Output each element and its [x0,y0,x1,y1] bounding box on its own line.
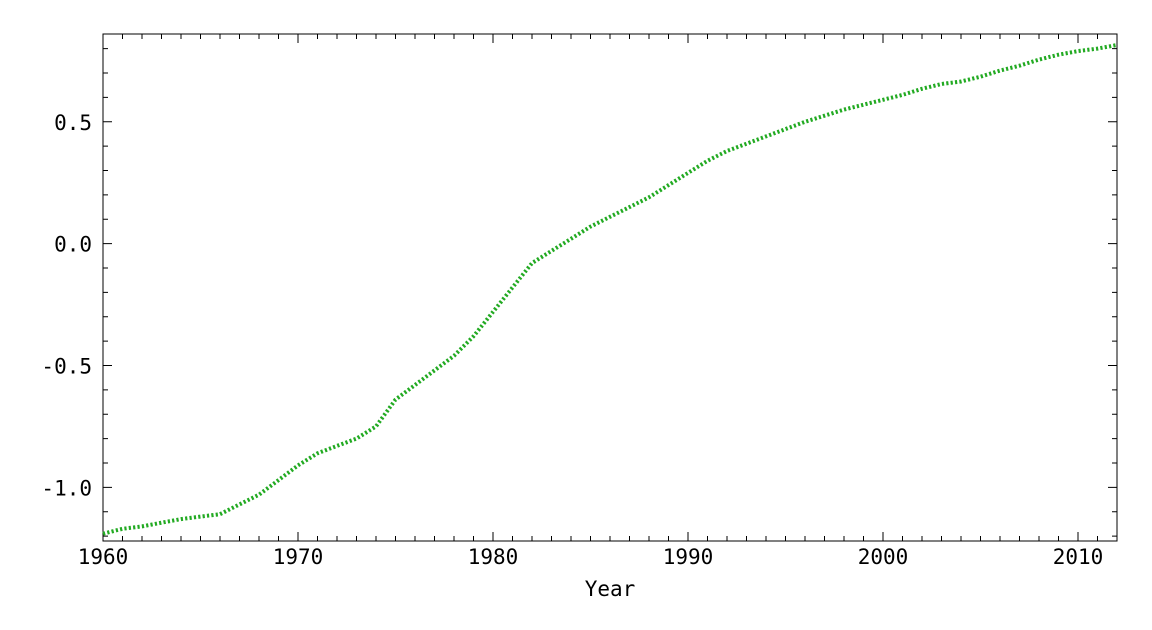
y-axis-ticks: -1.0 -0.5 0.0 0.5 [41,48,1117,537]
x-tick-label: 1960 [78,545,129,569]
plot-frame [102,33,1118,542]
x-axis-title: Year [585,577,636,601]
x-tick-label: 1970 [273,545,324,569]
y-tick-label: -0.5 [41,355,92,379]
x-tick-label: 2010 [1053,545,1104,569]
x-tick-label: 1980 [468,545,519,569]
y-tick-label: 0.0 [54,233,92,257]
y-tick-label: -1.0 [41,476,92,500]
y-tick-label: 0.5 [54,111,92,135]
x-tick-label: 1990 [663,545,714,569]
series-line [102,43,1118,536]
x-axis-ticks: 1960 1970 1980 1990 2000 2010 [78,34,1118,569]
x-tick-label: 2000 [858,545,909,569]
series-layer [102,43,1118,536]
